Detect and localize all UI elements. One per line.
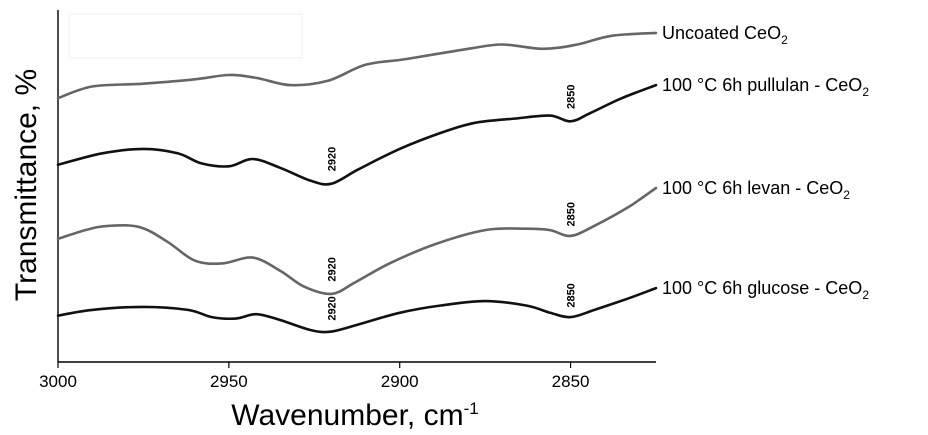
x-tick-label: 2900	[381, 372, 419, 391]
x-tick-label: 3000	[39, 372, 77, 391]
series-line-2	[56, 83, 658, 186]
legend-placeholder-box	[68, 13, 303, 59]
peak-label: 2920	[326, 257, 338, 281]
series-line-4	[56, 286, 658, 334]
x-ticks: 3000 2950 2900 2850	[39, 362, 589, 391]
series-label-4: 100 °C 6h glucose - CeO2	[662, 278, 869, 302]
peak-label: 2850	[566, 84, 578, 108]
series-label-2: 100 °C 6h pullulan - CeO2	[662, 75, 869, 99]
peak-label: 2850	[566, 283, 578, 307]
series-label-1: Uncoated CeO2	[662, 23, 788, 47]
x-tick-label: 2850	[552, 372, 590, 391]
x-tick-label: 2950	[210, 372, 248, 391]
peak-label: 2920	[326, 296, 338, 320]
peak-label: 2850	[566, 202, 578, 226]
series-line-1	[56, 31, 658, 100]
peak-label: 2920	[326, 147, 338, 171]
series-line-3	[56, 186, 658, 296]
peak-annotations: 2920 2850 2920 2850 2920 2850	[326, 84, 577, 320]
x-axis-label: Wavenumber, cm-1	[231, 399, 478, 432]
y-axis-label: Transmittance, %	[10, 69, 43, 301]
series-labels: Uncoated CeO2 100 °C 6h pullulan - CeO2 10…	[662, 23, 869, 302]
series-lines	[56, 31, 658, 334]
series-label-3: 100 °C 6h levan - CeO2	[662, 178, 850, 202]
